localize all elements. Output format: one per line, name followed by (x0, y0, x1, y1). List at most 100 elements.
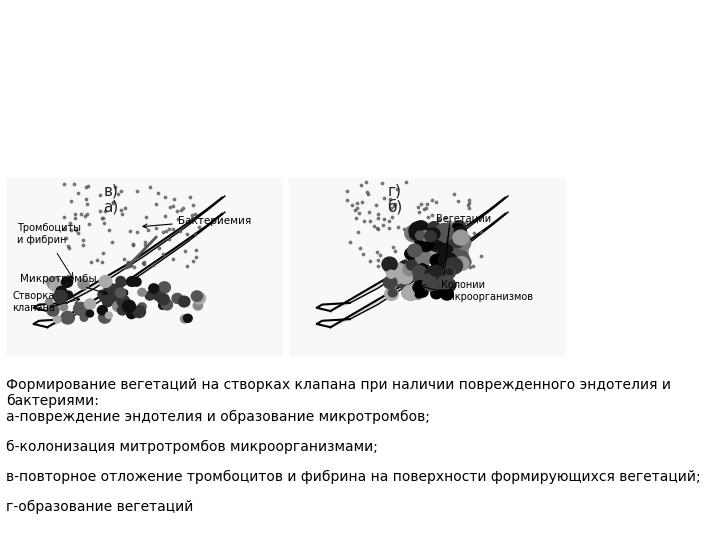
Point (98, 249, 109, 258)
Circle shape (399, 260, 413, 274)
Circle shape (109, 285, 118, 294)
Point (79, 212, 91, 221)
Point (413, 225, 424, 233)
Point (420, 204, 431, 212)
Circle shape (431, 265, 442, 276)
Circle shape (443, 242, 462, 259)
Point (189, 210, 200, 218)
Circle shape (420, 231, 431, 241)
Circle shape (100, 293, 110, 302)
Circle shape (404, 285, 420, 300)
Point (370, 201, 382, 210)
Point (363, 207, 374, 216)
Circle shape (454, 251, 469, 265)
Circle shape (116, 276, 125, 285)
Point (70, 226, 81, 235)
Circle shape (458, 256, 471, 268)
Point (354, 244, 366, 252)
Circle shape (158, 294, 169, 305)
Text: в-повторное отложение тромбоцитов и фибрина на поверхности формирующихся вегетац: в-повторное отложение тромбоцитов и фибр… (6, 470, 701, 484)
Circle shape (451, 243, 468, 259)
Point (364, 217, 376, 226)
Point (81, 200, 93, 208)
Point (464, 262, 476, 271)
Point (138, 258, 150, 266)
Circle shape (398, 271, 413, 284)
Point (373, 213, 384, 222)
Circle shape (397, 268, 408, 277)
Circle shape (413, 221, 428, 234)
Bar (6, 178, 283, 340)
Circle shape (426, 267, 439, 280)
Point (189, 230, 201, 239)
Circle shape (395, 274, 409, 287)
Circle shape (403, 263, 417, 276)
Circle shape (181, 315, 189, 323)
Circle shape (425, 245, 443, 262)
Circle shape (60, 303, 68, 311)
Point (160, 212, 171, 220)
Circle shape (106, 312, 112, 319)
Circle shape (410, 222, 426, 237)
Circle shape (390, 268, 401, 279)
Circle shape (446, 244, 457, 253)
Point (167, 201, 179, 210)
Text: б): б) (387, 199, 402, 215)
Point (388, 202, 400, 211)
Point (99, 207, 111, 215)
Point (190, 253, 202, 262)
Circle shape (428, 221, 441, 233)
Circle shape (107, 287, 117, 296)
Point (358, 249, 369, 258)
Point (433, 246, 444, 255)
Circle shape (403, 285, 413, 294)
Point (415, 199, 427, 208)
Point (448, 190, 459, 198)
Point (392, 223, 404, 232)
Point (444, 218, 456, 226)
Circle shape (431, 268, 444, 279)
Circle shape (438, 274, 448, 282)
Point (475, 252, 487, 260)
Circle shape (48, 277, 60, 289)
Point (408, 252, 420, 260)
Point (107, 199, 119, 207)
Circle shape (435, 255, 446, 266)
Circle shape (457, 235, 469, 246)
Circle shape (427, 228, 440, 240)
Point (163, 225, 175, 234)
Circle shape (414, 261, 429, 275)
Circle shape (423, 276, 438, 291)
Point (372, 256, 383, 265)
Point (355, 181, 366, 190)
Circle shape (437, 276, 449, 288)
Point (410, 235, 421, 244)
Circle shape (449, 258, 459, 267)
Circle shape (121, 289, 127, 296)
Point (430, 198, 441, 206)
Circle shape (98, 290, 108, 299)
Point (350, 205, 361, 214)
Point (460, 218, 472, 227)
Point (65, 226, 76, 234)
Point (446, 251, 458, 260)
Circle shape (435, 230, 450, 244)
Circle shape (114, 293, 124, 302)
Circle shape (61, 312, 74, 324)
Point (138, 260, 150, 268)
Point (62, 241, 73, 250)
Circle shape (84, 299, 96, 309)
Point (413, 218, 424, 226)
Circle shape (418, 287, 428, 297)
Point (99, 219, 110, 227)
Circle shape (184, 314, 192, 322)
Circle shape (415, 291, 423, 298)
Point (364, 256, 376, 265)
Point (168, 194, 180, 203)
Circle shape (56, 286, 66, 296)
Point (353, 227, 364, 236)
Bar (289, 194, 566, 356)
Circle shape (408, 252, 422, 265)
Circle shape (447, 224, 459, 235)
Point (412, 237, 423, 246)
